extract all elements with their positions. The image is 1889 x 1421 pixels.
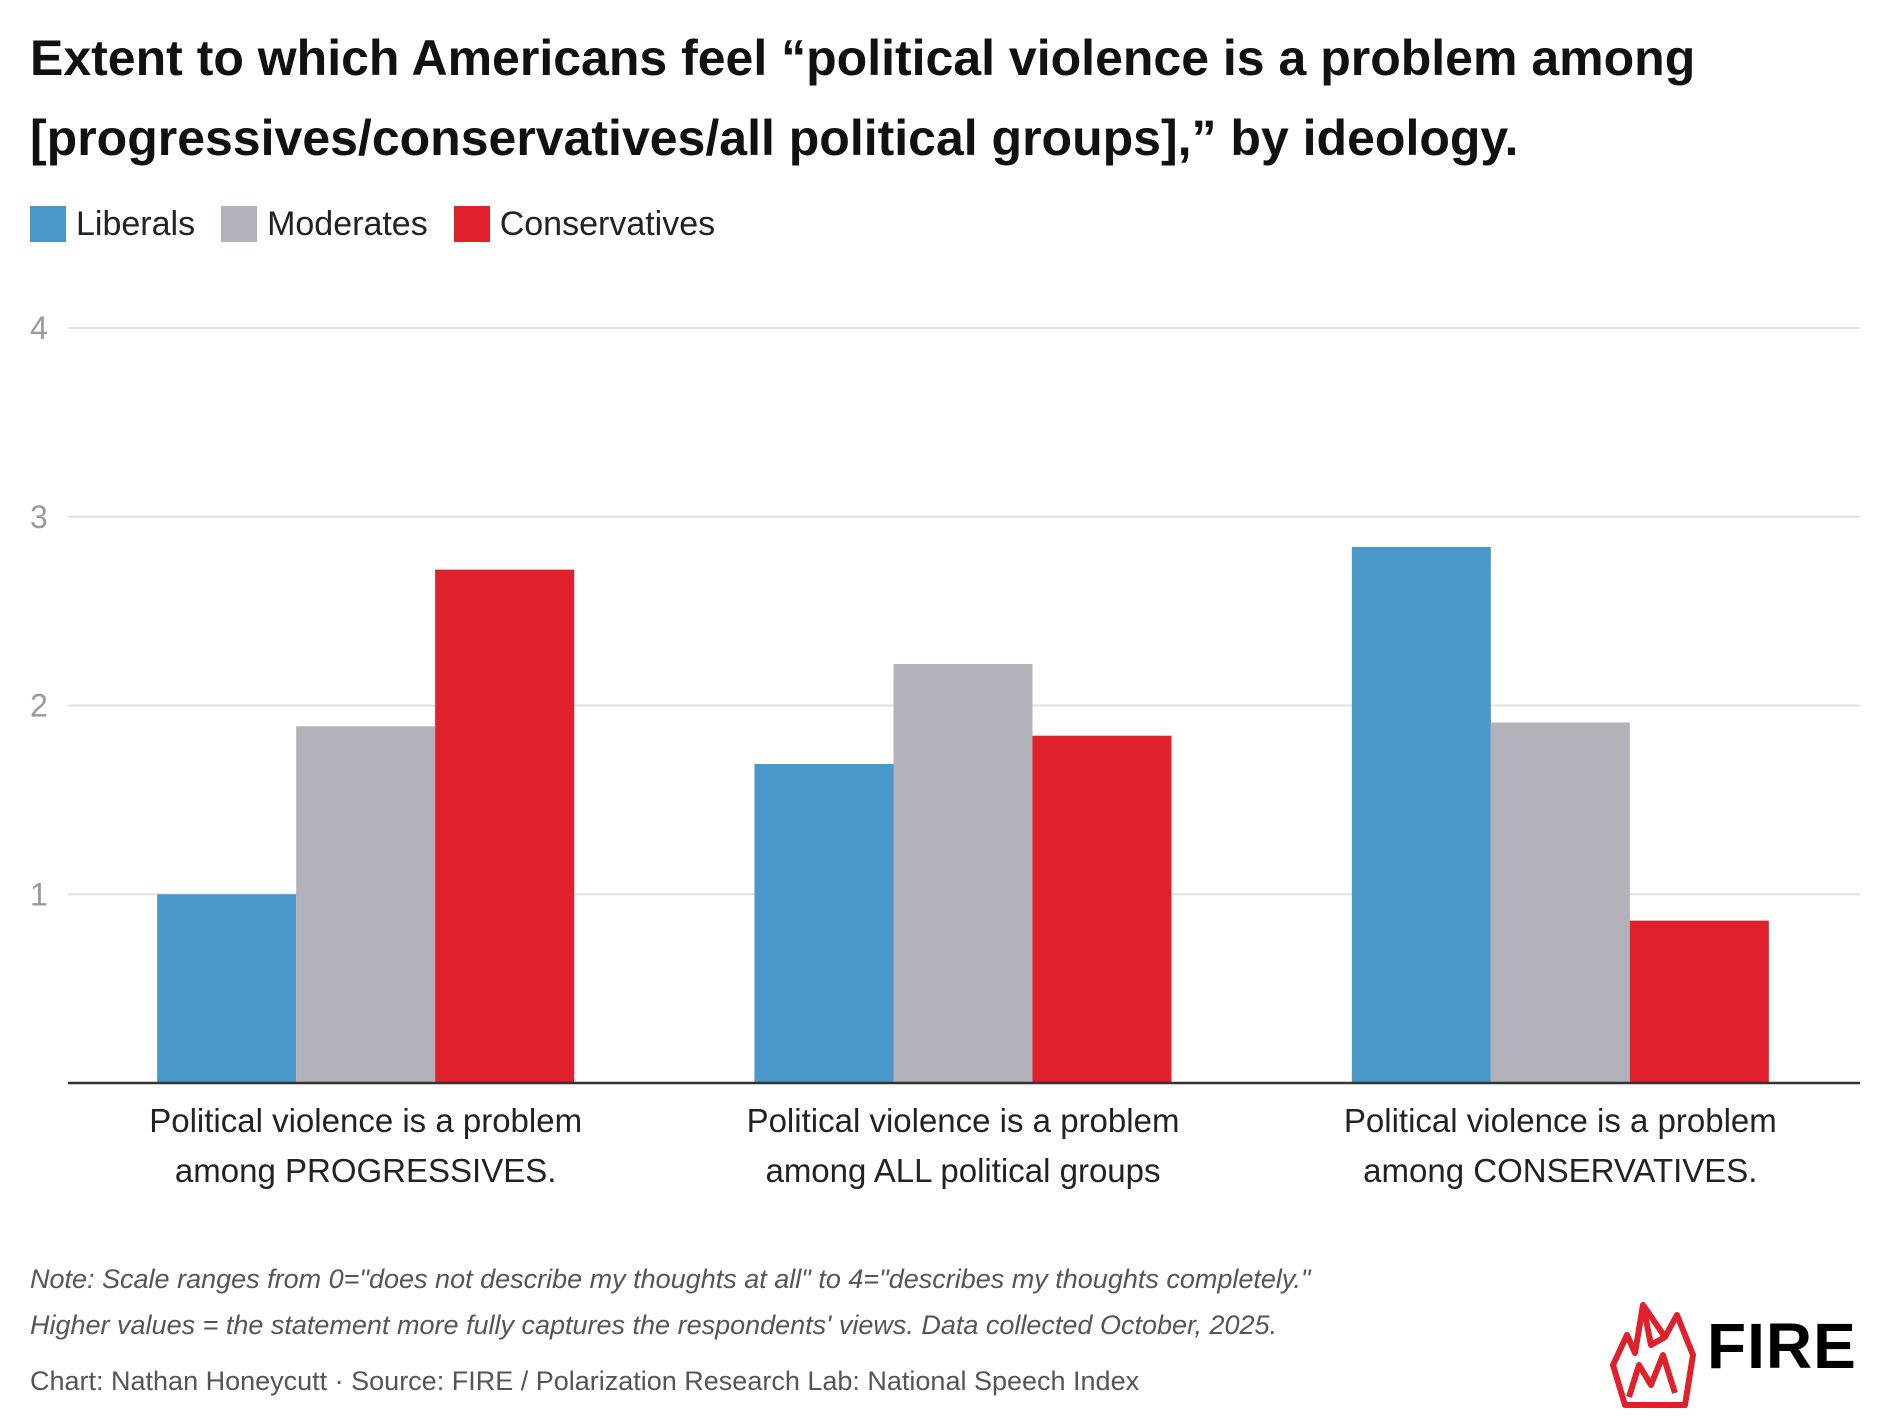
fire-logo-text: FIRE	[1707, 1310, 1857, 1382]
bar-conservatives-1	[435, 569, 575, 1083]
bar-moderates-3	[1490, 722, 1630, 1083]
legend-item-liberals: Liberals	[30, 205, 195, 244]
category-label-2-line-1: Political violence is a problem	[747, 1102, 1180, 1139]
legend-item-conservatives: Conservatives	[453, 204, 716, 244]
y-tick-label-2: 2	[30, 688, 48, 724]
legend-item-moderates: Moderates	[221, 205, 428, 244]
legend-label-conservatives: Conservatives	[499, 204, 716, 243]
legend: Liberals Moderates Conservatives	[30, 202, 741, 246]
category-label-1-line-1: Political violence is a problem	[149, 1102, 582, 1139]
legend-swatch-moderates	[221, 206, 258, 242]
note-line-1: Note: Scale ranges from 0="does not desc…	[30, 1264, 1311, 1294]
chart-title: Extent to which Americans feel “politica…	[30, 18, 1850, 178]
legend-label-moderates: Moderates	[267, 204, 428, 243]
bar-moderates-1	[296, 726, 436, 1083]
chart-title-line-1: Extent to which Americans feel “politica…	[30, 30, 1696, 86]
fire-flame-icon	[1610, 1302, 1696, 1408]
bar-liberals-2	[754, 764, 894, 1083]
bar-conservatives-2	[1032, 735, 1172, 1083]
bar-liberals-1	[157, 894, 297, 1083]
bar-conservatives-3	[1629, 920, 1769, 1083]
note-line-2: Higher values = the statement more fully…	[30, 1310, 1278, 1340]
legend-swatch-conservatives	[453, 206, 490, 242]
bar-liberals-3	[1351, 546, 1491, 1083]
chart-credit: Chart: Nathan Honeycutt · Source: FIRE /…	[30, 1366, 1140, 1396]
legend-label-liberals: Liberals	[76, 204, 196, 243]
category-label-1-line-2: among PROGRESSIVES.	[175, 1152, 556, 1189]
chart-note: Note: Scale ranges from 0="does not desc…	[30, 1256, 1530, 1348]
y-tick-label-4: 4	[30, 310, 48, 346]
y-tick-label-1: 1	[30, 876, 48, 912]
y-tick-label-3: 3	[30, 499, 48, 535]
bar-moderates-2	[893, 663, 1033, 1083]
fire-logo: FIRE	[1605, 1285, 1865, 1415]
category-label-2-line-2: among ALL political groups	[765, 1152, 1160, 1189]
chart-title-line-2: [progressives/conservatives/all politica…	[30, 110, 1519, 166]
category-label-3-line-1: Political violence is a problem	[1344, 1102, 1777, 1139]
bar-chart: 1 2 3 4 Political violence is a problem among…	[30, 310, 1860, 1189]
legend-swatch-liberals	[30, 206, 66, 242]
category-label-3-line-2: among CONSERVATIVES.	[1363, 1152, 1757, 1189]
